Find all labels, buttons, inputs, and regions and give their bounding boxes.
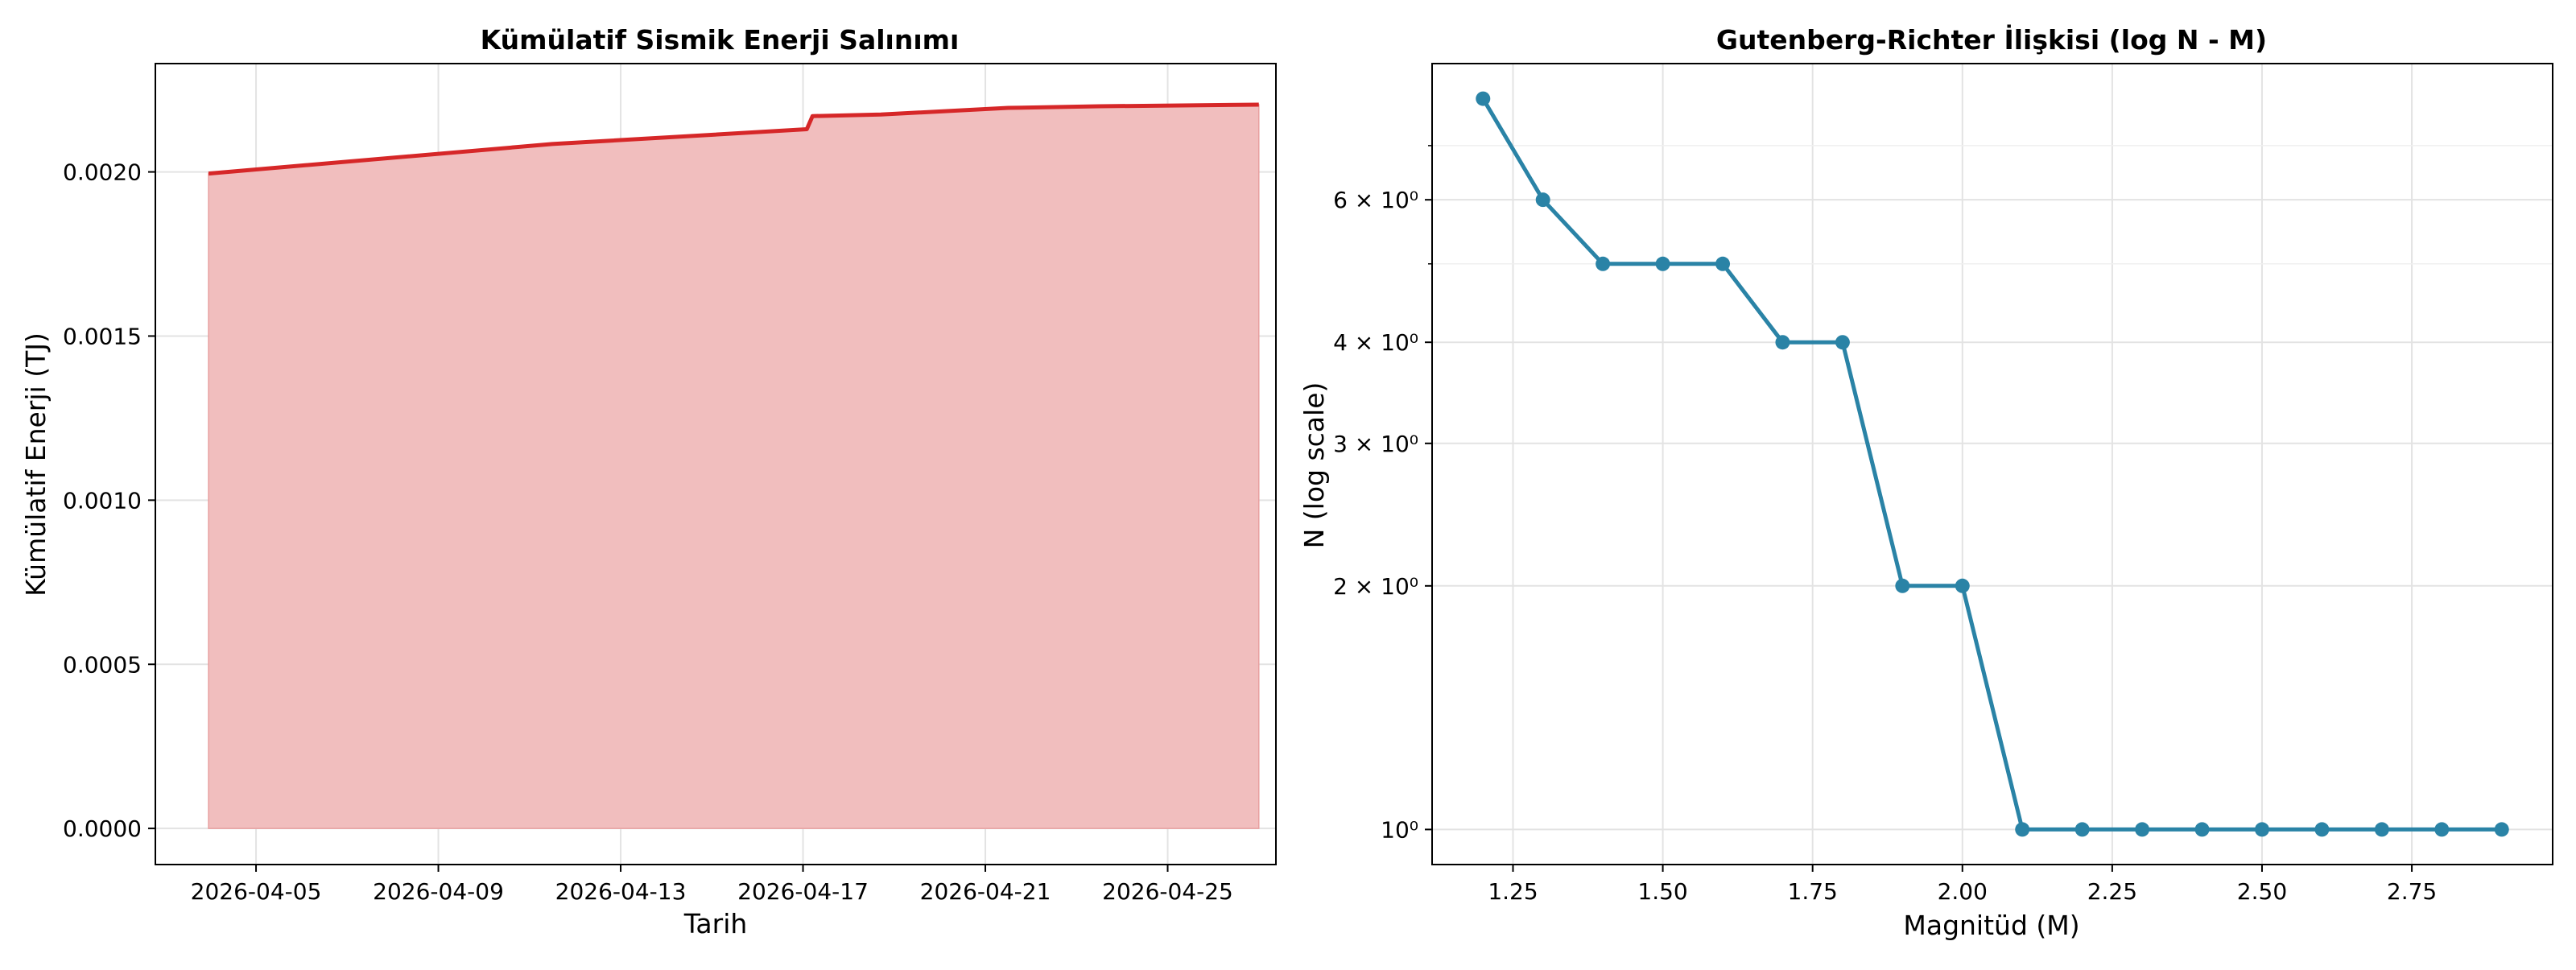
x-axis-ticks: 1.25 1.50 1.75 2.00 2.25 2.50 2.75 xyxy=(1488,865,2437,905)
x-tick-label: 2026-04-09 xyxy=(373,878,504,905)
area-fill xyxy=(208,104,1260,829)
cumulative-energy-chart: Kümülatif Sismik Enerji Salınımı 2026-04… xyxy=(20,24,1277,939)
y-tick-label: 3 × 10⁰ xyxy=(1333,431,1418,457)
x-tick-label: 2026-04-17 xyxy=(737,878,869,905)
y-tick-label: 0.0000 xyxy=(63,815,142,842)
plot-area xyxy=(208,102,1260,829)
series-line xyxy=(1481,97,2502,832)
data-point xyxy=(1955,578,1970,593)
x-tick-label: 2026-04-21 xyxy=(920,878,1051,905)
data-point xyxy=(1655,256,1670,271)
grid xyxy=(1432,64,2553,865)
x-tick-label: 1.25 xyxy=(1488,878,1538,905)
plot-frame xyxy=(1431,63,2553,865)
chart-title: Gutenberg-Richter İlişkisi (log N - M) xyxy=(1716,23,2267,56)
data-point xyxy=(1596,256,1611,271)
data-point xyxy=(2374,822,2389,837)
y-tick-label: 0.0010 xyxy=(63,487,142,514)
x-axis-ticks: 2026-04-05 2026-04-09 2026-04-13 2026-04-17… xyxy=(191,865,1233,905)
x-tick-label: 2026-04-25 xyxy=(1102,878,1233,905)
y-axis-label: Kümülatif Enerji (TJ) xyxy=(20,332,52,596)
x-tick-label: 2026-04-05 xyxy=(191,878,322,905)
data-point xyxy=(2314,822,2330,837)
x-axis-label: Tarih xyxy=(683,908,748,939)
chart-title: Kümülatif Sismik Enerji Salınımı xyxy=(481,24,960,56)
y-tick-label: 10⁰ xyxy=(1381,816,1418,843)
y-axis-ticks: 10⁰ 2 × 10⁰ 3 × 10⁰ 4 × 10⁰ 6 × 10⁰ xyxy=(1333,145,1432,843)
series-line xyxy=(208,102,1259,176)
data-point xyxy=(2194,822,2210,837)
data-point xyxy=(2254,822,2269,837)
data-point xyxy=(2434,822,2450,837)
x-tick-label: 1.50 xyxy=(1637,878,1687,905)
gutenberg-richter-chart: Gutenberg-Richter İlişkisi (log N - M) 1… xyxy=(1298,23,2553,941)
data-point xyxy=(2494,822,2509,837)
y-tick-label: 6 × 10⁰ xyxy=(1333,187,1418,213)
x-tick-label: 2.50 xyxy=(2237,878,2287,905)
y-axis-ticks: 0.0000 0.0005 0.0010 0.0015 0.0020 xyxy=(63,159,155,842)
y-tick-label: 0.0005 xyxy=(63,651,142,678)
x-axis-label: Magnitüd (M) xyxy=(1903,910,2079,941)
y-tick-label: 4 × 10⁰ xyxy=(1333,329,1418,356)
x-tick-label: 2026-04-13 xyxy=(555,878,687,905)
data-point xyxy=(1895,578,1910,593)
y-tick-label: 2 × 10⁰ xyxy=(1333,573,1418,600)
data-point xyxy=(1535,192,1550,208)
plot-frame xyxy=(155,63,1277,865)
plot-area xyxy=(1476,91,2509,837)
data-point xyxy=(1835,335,1850,350)
x-tick-label: 2.75 xyxy=(2387,878,2437,905)
x-tick-label: 2.25 xyxy=(2087,878,2137,905)
y-tick-label: 0.0015 xyxy=(63,323,142,349)
data-point xyxy=(1775,335,1790,350)
y-axis-label: N (log scale) xyxy=(1298,382,1330,549)
data-point xyxy=(2015,822,2030,837)
data-point xyxy=(2074,822,2090,837)
y-tick-label: 0.0020 xyxy=(63,159,142,186)
x-tick-label: 2.00 xyxy=(1938,878,1988,905)
x-tick-label: 1.75 xyxy=(1788,878,1838,905)
data-point xyxy=(2135,822,2150,837)
data-point xyxy=(1715,256,1731,271)
data-point xyxy=(1476,91,1491,106)
